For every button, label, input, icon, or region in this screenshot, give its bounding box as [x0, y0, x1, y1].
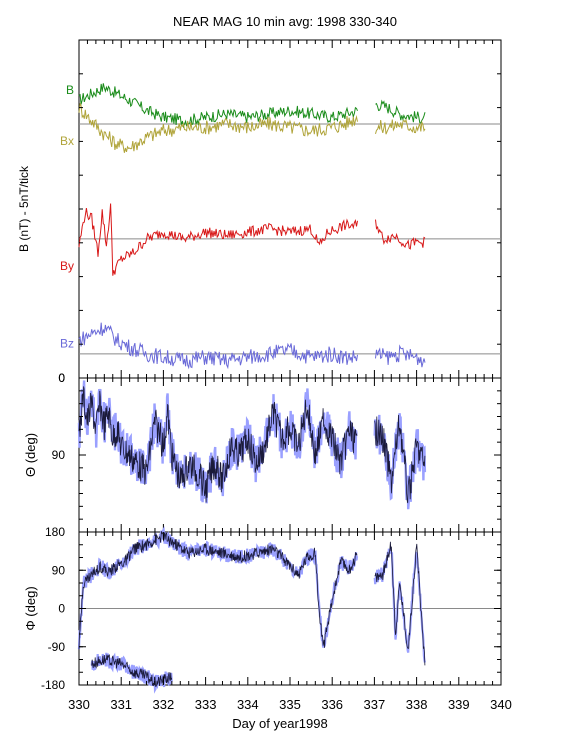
panel-b-frame — [78, 39, 502, 379]
phi-band-0-seg-1 — [373, 545, 426, 663]
series-By-seg-0 — [78, 203, 358, 276]
legend-Bx: Bx — [60, 134, 74, 148]
x-axis-label: Day of year1998 — [232, 716, 327, 731]
series-Bz-seg-1 — [375, 344, 426, 368]
phi-series-1-seg-0 — [91, 654, 173, 687]
panel-phi-ytick-label-1: -90 — [48, 640, 66, 654]
chart-title: NEAR MAG 10 min avg: 1998 330-340 — [173, 14, 397, 29]
theta-series-0-seg-1 — [374, 414, 426, 504]
panel-theta-ylabel: Θ (deg) — [23, 433, 38, 477]
phi-series-0-seg-0 — [78, 531, 358, 650]
x-tick-label-340: 340 — [490, 697, 512, 712]
series-Bx-seg-0 — [78, 103, 358, 153]
legend-B: B — [66, 83, 74, 97]
x-tick-label-334: 334 — [237, 697, 259, 712]
x-tick-label-336: 336 — [321, 697, 343, 712]
series-B-seg-1 — [375, 99, 426, 124]
legend-By: By — [60, 259, 74, 273]
panel-phi-ytick-label-3: 90 — [52, 563, 66, 577]
x-tick-label-338: 338 — [406, 697, 428, 712]
x-tick-label-330: 330 — [68, 697, 90, 712]
panel-b-ylabel: B (nT) - 5nT/tick — [17, 165, 31, 252]
panel-theta: 0 90 Θ (deg) — [23, 371, 502, 533]
x-tick-label-339: 339 — [448, 697, 470, 712]
x-tick-label-332: 332 — [153, 697, 175, 712]
series-B-seg-0 — [78, 83, 358, 129]
phi-series-0-seg-1 — [374, 541, 426, 666]
series-Bz-seg-0 — [78, 322, 358, 370]
x-tick-label-331: 331 — [110, 697, 132, 712]
panel-phi: -180 -90 0 90 180 Φ (deg) — [23, 525, 502, 694]
panel-phi-ytick-label-4: 180 — [45, 525, 65, 539]
panel-theta-ytick-label-1: 90 — [52, 448, 66, 462]
x-tick-label-333: 333 — [195, 697, 217, 712]
panel-phi-ylabel: Φ (deg) — [23, 586, 38, 630]
series-Bx-seg-1 — [375, 118, 426, 135]
panel-b-ytick-label-0: 0 — [58, 371, 65, 385]
panel-theta-marks: 0 90 — [52, 371, 502, 533]
x-axis: 330 331 332 333 334 335 336 337 338 339 340 — [68, 697, 512, 712]
panel-phi-marks: -180 -90 0 90 180 — [41, 525, 502, 694]
panel-magnetic-field: B Bx By Bz 0 B (nT) - 5nT/tick — [17, 39, 502, 385]
phi-band-0-seg-0 — [77, 526, 359, 650]
x-tick-label-335: 335 — [279, 697, 301, 712]
panel-phi-ytick-label-2: 0 — [58, 602, 65, 616]
legend-Bz: Bz — [60, 337, 74, 351]
theta-series-0-seg-0 — [78, 386, 358, 503]
series-By-seg-1 — [375, 219, 426, 250]
panel-b-marks: B Bx By Bz 0 — [58, 40, 502, 385]
panel-theta-ytick-label-0: 0 — [58, 371, 65, 385]
x-tick-label-337: 337 — [364, 697, 386, 712]
panel-phi-ytick-label-0: -180 — [41, 678, 65, 692]
